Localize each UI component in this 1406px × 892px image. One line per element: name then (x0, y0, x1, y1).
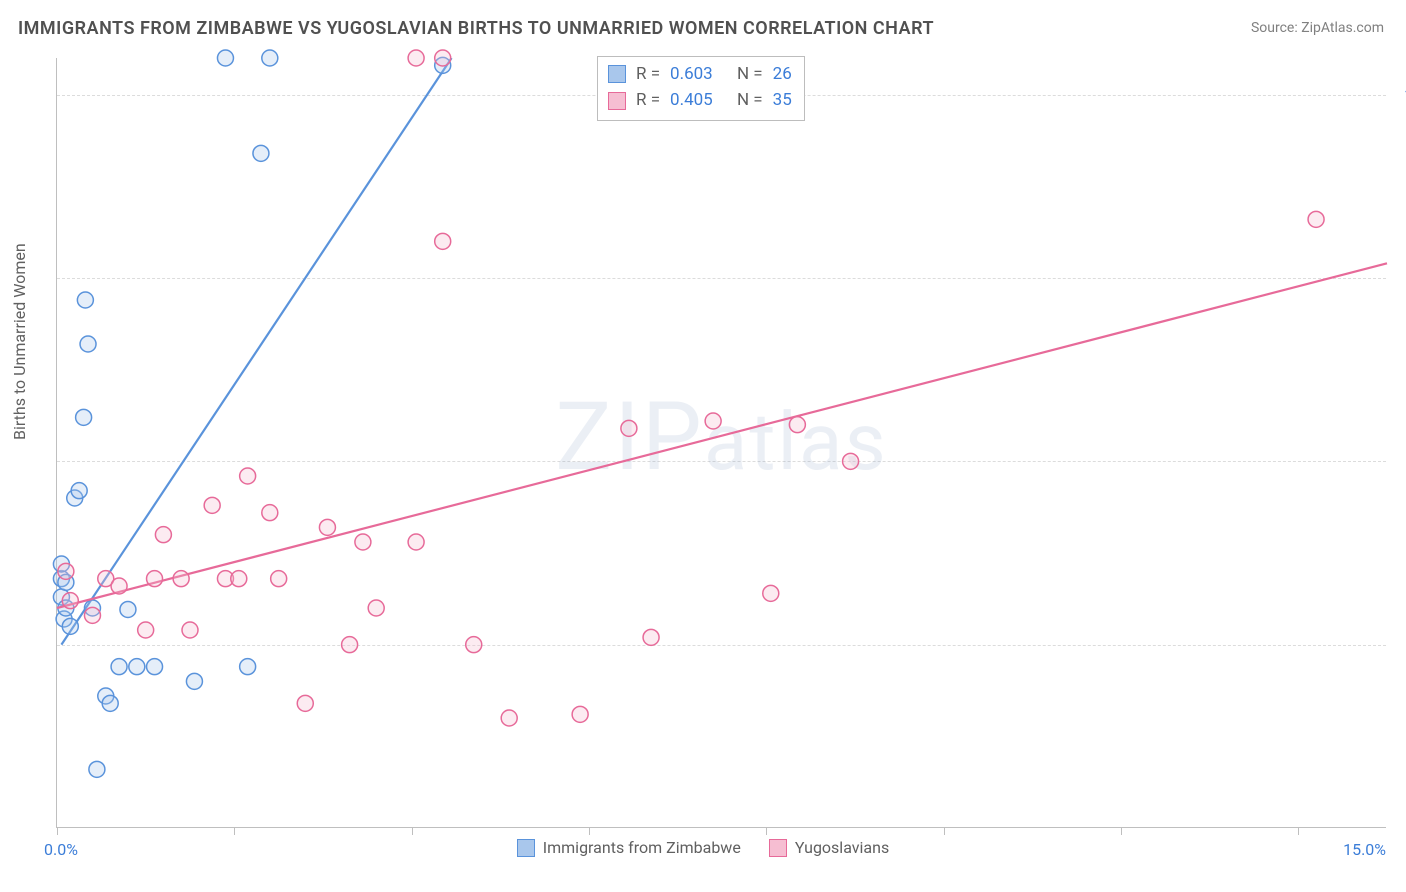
x-tick (944, 827, 945, 835)
trend-line (57, 263, 1387, 608)
data-point (240, 659, 256, 675)
data-point (763, 585, 779, 601)
data-point (271, 571, 287, 587)
data-point (621, 420, 637, 436)
legend-R-label: R = (636, 87, 660, 113)
data-point (147, 659, 163, 675)
x-tick (766, 827, 767, 835)
data-point (71, 483, 87, 499)
legend-N-value-zimbabwe: 26 (773, 61, 792, 87)
legend-swatch-zimbabwe (608, 65, 626, 83)
legend-R-value-zimbabwe: 0.603 (670, 61, 713, 87)
chart-title: IMMIGRANTS FROM ZIMBABWE VS YUGOSLAVIAN … (18, 18, 934, 39)
data-point (843, 453, 859, 469)
legend-swatch-yugoslavian (608, 92, 626, 110)
data-point (111, 578, 127, 594)
data-point (58, 563, 74, 579)
x-tick (1298, 827, 1299, 835)
data-point (138, 622, 154, 638)
data-point (173, 571, 189, 587)
source-label: Source: ZipAtlas.com (1251, 20, 1384, 36)
legend-row-zimbabwe: R = 0.603 N = 26 (608, 61, 792, 87)
data-point (129, 659, 145, 675)
data-point (120, 601, 136, 617)
data-point (466, 637, 482, 653)
x-tick (1121, 827, 1122, 835)
data-point (62, 593, 78, 609)
data-point (76, 409, 92, 425)
data-point (253, 145, 269, 161)
data-point (435, 50, 451, 66)
chart-container: IMMIGRANTS FROM ZIMBABWE VS YUGOSLAVIAN … (0, 0, 1406, 892)
data-point (80, 336, 96, 352)
data-point (111, 659, 127, 675)
y-axis-label: Births to Unmarried Women (10, 243, 29, 440)
data-point (789, 417, 805, 433)
series-legend: Immigrants from Zimbabwe Yugoslavians (0, 838, 1406, 857)
series-legend-item-zimbabwe: Immigrants from Zimbabwe (517, 838, 741, 857)
data-point (204, 497, 220, 513)
series-legend-item-yugoslavian: Yugoslavians (769, 838, 889, 857)
series-label-zimbabwe: Immigrants from Zimbabwe (543, 838, 741, 857)
data-point (186, 673, 202, 689)
data-point (147, 571, 163, 587)
legend-R-value-yugoslavian: 0.405 (670, 87, 713, 113)
series-swatch-yugoslavian (769, 839, 787, 857)
series-swatch-zimbabwe (517, 839, 535, 857)
data-point (342, 637, 358, 653)
legend-N-value-yugoslavian: 35 (773, 87, 792, 113)
data-point (705, 413, 721, 429)
data-point (62, 618, 78, 634)
y-tick-label: 50.0% (1396, 452, 1406, 471)
data-point (572, 706, 588, 722)
data-point (217, 50, 233, 66)
data-point (84, 607, 100, 623)
data-point (501, 710, 517, 726)
x-tick (57, 827, 58, 835)
correlation-legend: R = 0.603 N = 26 R = 0.405 N = 35 (597, 56, 805, 121)
legend-N-label: N = (737, 87, 763, 113)
data-point (89, 761, 105, 777)
data-point (77, 292, 93, 308)
y-tick-label: 25.0% (1396, 635, 1406, 654)
data-point (408, 50, 424, 66)
data-point (262, 50, 278, 66)
data-point (355, 534, 371, 550)
legend-R-label: R = (636, 61, 660, 87)
data-point (319, 519, 335, 535)
data-point (435, 233, 451, 249)
y-tick-label: 75.0% (1396, 269, 1406, 288)
data-point (155, 527, 171, 543)
data-point (1308, 211, 1324, 227)
data-point (231, 571, 247, 587)
data-point (182, 622, 198, 638)
legend-N-label: N = (737, 61, 763, 87)
data-point (102, 695, 118, 711)
data-point (262, 505, 278, 521)
data-point (240, 468, 256, 484)
scatter-plot-svg (57, 58, 1386, 827)
data-point (408, 534, 424, 550)
plot-area: ZIPatlas 25.0%50.0%75.0%100.0% R = 0.603… (56, 58, 1386, 828)
legend-row-yugoslavian: R = 0.405 N = 35 (608, 87, 792, 113)
x-tick (589, 827, 590, 835)
data-point (297, 695, 313, 711)
series-label-yugoslavian: Yugoslavians (795, 838, 889, 857)
data-point (643, 629, 659, 645)
x-tick (234, 827, 235, 835)
y-tick-label: 100.0% (1396, 85, 1406, 104)
data-point (368, 600, 384, 616)
x-tick (412, 827, 413, 835)
